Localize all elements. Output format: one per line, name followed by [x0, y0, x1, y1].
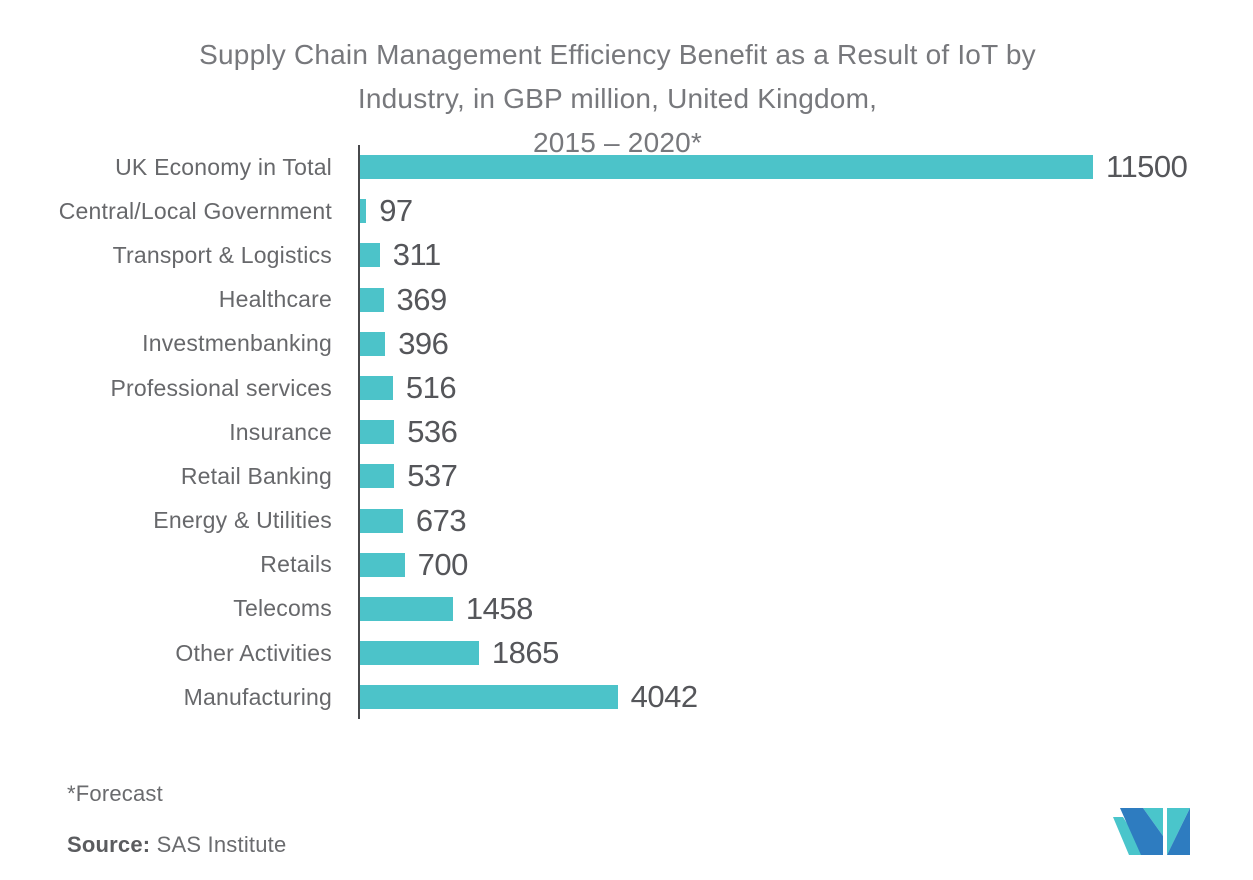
bar-area: 369	[358, 277, 1253, 322]
bar-area: 516	[358, 365, 1253, 411]
chart-row: Central/Local Government 97	[0, 189, 1253, 234]
category-label: Central/Local Government	[58, 197, 332, 224]
bar	[360, 641, 479, 666]
bar	[360, 287, 384, 312]
bar-area: 1458	[358, 586, 1253, 632]
bar-area: 97	[358, 189, 1253, 234]
bar	[360, 508, 403, 533]
bar-area: 4042	[358, 675, 1253, 720]
category-label: Telecoms	[233, 595, 332, 622]
bar	[360, 199, 367, 224]
value-label: 700	[417, 546, 469, 582]
logo-blue-band	[1120, 808, 1163, 855]
source-value: SAS Institute	[150, 832, 287, 857]
chart-row: Other Activities 1865	[0, 631, 1253, 676]
category-label: UK Economy in Total	[115, 153, 332, 180]
chart-row: Retails 700	[0, 542, 1253, 587]
chart-row: Telecoms 1458	[0, 586, 1253, 632]
value-label: 4042	[630, 679, 698, 715]
chart-title-line2: Industry, in GBP million, United Kingdom…	[357, 83, 878, 114]
category-label: Retails	[260, 551, 332, 578]
value-label: 536	[407, 414, 458, 450]
chart-row: Retail Banking 537	[0, 454, 1253, 499]
bar-area: 536	[358, 410, 1253, 455]
category-label: Manufacturing	[183, 683, 332, 710]
value-label: 1458	[465, 590, 533, 626]
value-label: 537	[407, 458, 458, 494]
chart-rows: UK Economy in Total 11500 Central/Local Go…	[0, 145, 1253, 720]
category-label: Other Activities	[175, 639, 332, 666]
logo-right-blue-triangle	[1167, 808, 1190, 855]
bar	[360, 552, 405, 577]
value-label: 311	[392, 237, 441, 273]
bar	[360, 685, 618, 710]
forecast-note: *Forecast	[67, 781, 163, 806]
chart-row: Investmenbanking 396	[0, 321, 1253, 366]
bar-area: 311	[358, 233, 1253, 278]
bar-area: 700	[358, 542, 1253, 587]
chart-row: Professional services 516	[0, 365, 1253, 411]
category-label: Healthcare	[218, 286, 332, 313]
chart-row: Healthcare 369	[0, 277, 1253, 322]
bar-area: 1865	[358, 631, 1253, 676]
bar-area: 673	[358, 498, 1253, 543]
category-label: Professional services	[110, 374, 332, 401]
category-label: Energy & Utilities	[153, 507, 332, 534]
bar-chart: UK Economy in Total 11500 Central/Local Go…	[0, 145, 1253, 720]
chart-row: Manufacturing 4042	[0, 675, 1253, 720]
value-label: 396	[398, 325, 449, 361]
chart-title-line3: 2015 – 2020*	[532, 127, 702, 158]
category-label: Retail Banking	[180, 462, 332, 489]
bar	[360, 596, 453, 621]
bar-area: 396	[358, 321, 1253, 366]
bar	[360, 155, 1093, 180]
category-label: Transport & Logistics	[112, 241, 332, 268]
chart-title: Supply Chain Management Efficiency Benef…	[0, 33, 1235, 165]
source-note: Source: SAS Institute	[67, 832, 286, 858]
value-label: 97	[379, 193, 413, 229]
chart-row: Transport & Logistics 311	[0, 233, 1253, 278]
chart-row: UK Economy in Total 11500	[0, 145, 1253, 190]
bar	[360, 243, 380, 268]
category-label: Investmenbanking	[142, 330, 332, 357]
bar-area: 11500	[358, 145, 1253, 190]
category-label: Insurance	[229, 418, 332, 445]
bar-area: 537	[358, 454, 1253, 499]
value-label: 673	[415, 502, 467, 538]
chart-row: Energy & Utilities 673	[0, 498, 1253, 543]
chart-title-line1: Supply Chain Management Efficiency Benef…	[199, 39, 1036, 70]
bar	[360, 331, 386, 356]
bar	[360, 420, 395, 445]
value-label: 1865	[491, 635, 559, 671]
chart-row: Insurance 536	[0, 410, 1253, 455]
bar	[360, 376, 393, 401]
mordor-intelligence-logo-icon	[1113, 808, 1190, 855]
value-label: 369	[396, 281, 448, 317]
value-label: 11500	[1106, 149, 1188, 185]
source-label: Source:	[67, 832, 151, 857]
bar	[360, 464, 395, 489]
value-label: 516	[405, 370, 457, 406]
